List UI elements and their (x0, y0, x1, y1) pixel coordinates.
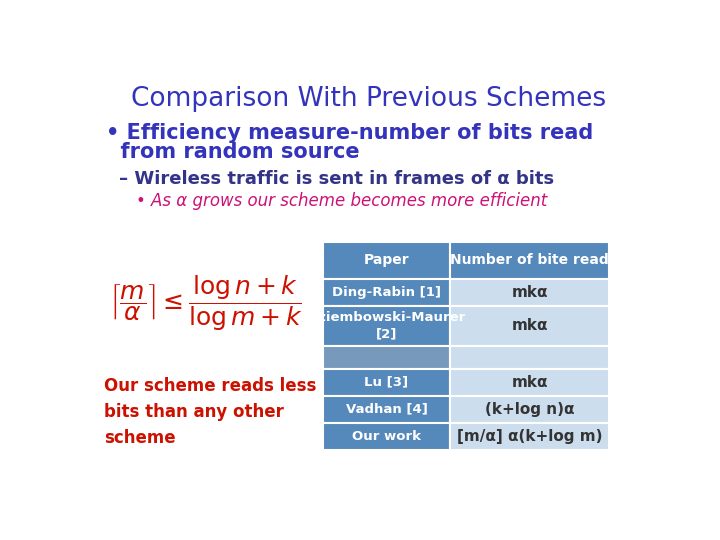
Text: (k+log n)α: (k+log n)α (485, 402, 575, 417)
Text: $\left\lceil \dfrac{m}{\alpha} \right\rceil \leq \dfrac{\log n + k}{\log m + k}$: $\left\lceil \dfrac{m}{\alpha} \right\rc… (110, 274, 302, 333)
Text: Our work: Our work (352, 430, 421, 443)
Text: • As α grows our scheme becomes more efficient: • As α grows our scheme becomes more eff… (137, 192, 548, 210)
Bar (323, 423, 451, 450)
Text: Dziembowski-Maurer
[2]: Dziembowski-Maurer [2] (307, 312, 466, 340)
Text: • Efficiency measure-number of bits read: • Efficiency measure-number of bits read (106, 123, 593, 143)
Text: Vadhan [4]: Vadhan [4] (346, 403, 428, 416)
Bar (451, 423, 609, 450)
Text: Ding-Rabin [1]: Ding-Rabin [1] (332, 286, 441, 299)
Text: – Wireless traffic is sent in frames of α bits: – Wireless traffic is sent in frames of … (120, 170, 554, 187)
Text: from random source: from random source (106, 142, 359, 162)
Bar (323, 242, 451, 279)
Bar (451, 279, 609, 306)
Text: mkα: mkα (512, 375, 548, 390)
Bar (451, 242, 609, 279)
Bar (451, 369, 609, 396)
Bar (323, 369, 451, 396)
Bar (323, 306, 451, 346)
Text: Paper: Paper (364, 253, 409, 267)
Bar (451, 306, 609, 346)
Bar (323, 279, 451, 306)
Text: Comparison With Previous Schemes: Comparison With Previous Schemes (132, 86, 606, 112)
Text: Lu [3]: Lu [3] (364, 376, 408, 389)
Text: Our scheme reads less
bits than any other
scheme: Our scheme reads less bits than any othe… (104, 377, 316, 448)
Text: Number of bite read: Number of bite read (451, 253, 609, 267)
Text: mkα: mkα (512, 319, 548, 333)
Bar (323, 346, 451, 369)
Bar (451, 396, 609, 423)
Text: mkα: mkα (512, 285, 548, 300)
Bar (451, 346, 609, 369)
Text: [m/α] α(k+log m): [m/α] α(k+log m) (457, 429, 603, 444)
Bar (323, 396, 451, 423)
